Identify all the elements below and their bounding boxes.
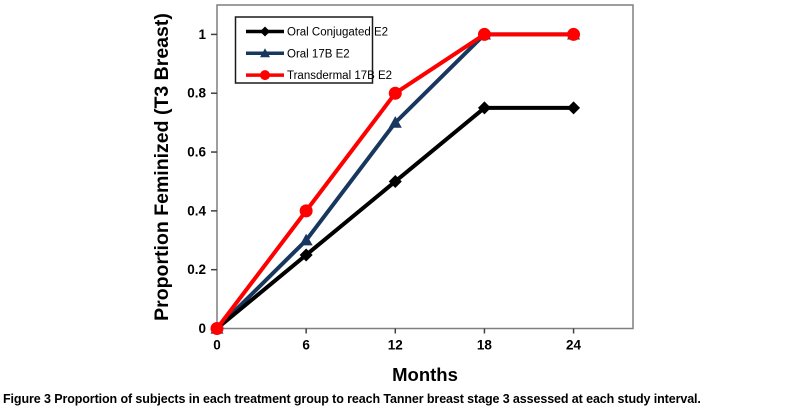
series-oral-conjugated-e2: [210, 101, 581, 335]
circle-marker: [210, 322, 224, 335]
y-tick-label: 1: [198, 27, 206, 42]
legend-circle-marker: [260, 70, 270, 81]
circle-marker: [567, 27, 581, 41]
triangle-marker: [388, 116, 402, 128]
y-tick-label: 0.8: [187, 86, 206, 101]
y-tick-label: 0.2: [187, 262, 206, 277]
legend-item-oral-17b-e2: Oral 17B E2: [246, 48, 350, 60]
x-tick-label: 18: [477, 338, 493, 353]
diamond-marker: [477, 101, 491, 115]
x-axis-title: Months: [392, 364, 458, 385]
figure-caption-text: Proportion of subjects in each treatment…: [54, 392, 701, 406]
triangle-marker: [299, 233, 313, 246]
figure-caption: Figure 3 Proportion of subjects in each …: [3, 391, 792, 409]
diamond-marker: [567, 101, 581, 115]
figure-caption-label: Figure 3: [3, 392, 51, 406]
circle-marker: [388, 86, 402, 100]
y-tick-label: 0.6: [187, 145, 206, 160]
y-axis-title: Proportion Feminized (T3 Breast): [151, 13, 173, 321]
legend-label: Oral Conjugated E2: [287, 27, 388, 39]
diamond-marker: [388, 174, 402, 188]
legend-box: [234, 16, 374, 84]
legend-item-transdermal-17b-e2: Transdermal 17B E2: [246, 70, 392, 82]
y-tick-label: 0.4: [187, 203, 206, 218]
diamond-marker: [299, 248, 313, 262]
chart-svg: 0 0.2 0.4 0.6 0.8 1 0 6 12 18 24 Proportion Feminiz…: [151, 4, 634, 385]
legend-diamond-marker: [260, 26, 270, 37]
legend-triangle-marker: [260, 48, 270, 58]
x-tick-label: 24: [566, 338, 582, 353]
legend: Oral Conjugated E2 Oral 17B E2 Transdermal…: [234, 16, 392, 84]
legend-label: Transdermal 17B E2: [287, 70, 392, 82]
circle-marker: [477, 27, 491, 41]
x-tick-label: 6: [302, 338, 310, 353]
legend-label: Oral 17B E2: [287, 48, 350, 60]
x-tick-label: 0: [213, 338, 221, 353]
x-tick-label: 12: [388, 338, 403, 353]
series-line: [215, 105, 574, 331]
y-tick-label: 0: [198, 321, 206, 336]
series-transdermal-17b-e2: [210, 27, 581, 335]
circle-marker: [299, 204, 313, 218]
legend-item-oral-conjugated-e2: Oral Conjugated E2: [246, 26, 388, 39]
plot-frame: [216, 4, 634, 330]
